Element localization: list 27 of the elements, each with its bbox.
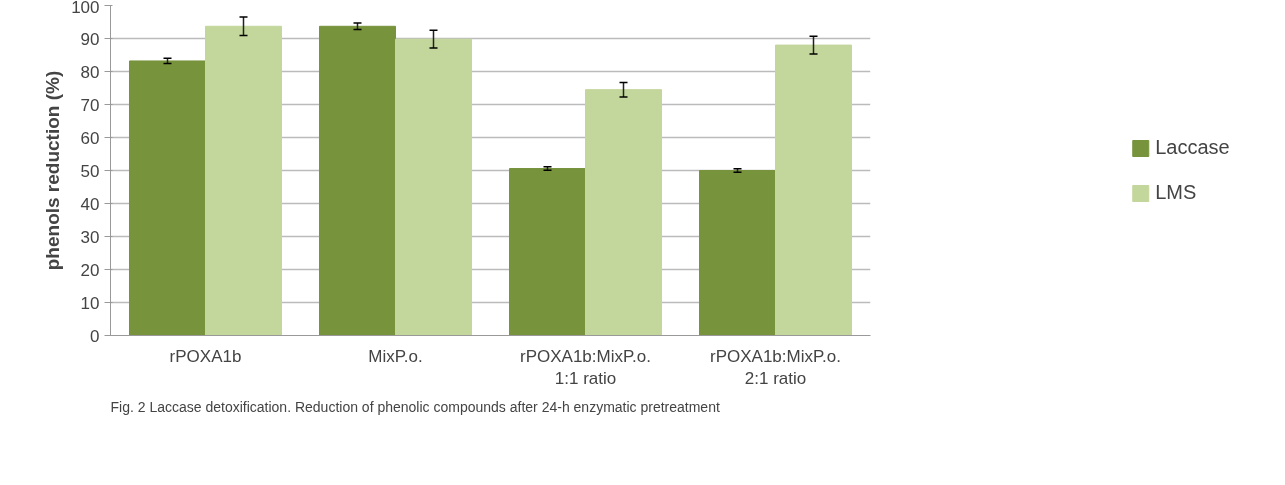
y-tick-label: 30	[80, 227, 100, 247]
caption: Fig. 2 Laccase detoxification. Reduction of phenolic compounds after 24-h enzymatic pretreatment	[110, 398, 720, 415]
x-tick-label: rPOXA1b:MixP.o. 1:1 ratio	[519, 346, 652, 389]
bar	[775, 44, 852, 336]
bar	[205, 25, 282, 336]
bar	[395, 38, 472, 336]
legend-label: Laccase	[1155, 136, 1230, 159]
y-tick-label: 0	[90, 326, 100, 346]
y-tick-label: 60	[80, 128, 100, 148]
y-tick-label: 50	[80, 161, 100, 181]
y-tick-label: 20	[80, 260, 100, 280]
x-tick-label: MixP.o.	[368, 346, 423, 366]
bar	[585, 89, 662, 336]
bar	[509, 168, 586, 336]
x-tick-label: rPOXA1b	[169, 346, 242, 366]
y-tick-label: 80	[80, 62, 100, 82]
y-tick-label: 90	[80, 29, 100, 49]
bar	[319, 25, 396, 336]
bar	[129, 60, 206, 336]
bar	[699, 170, 776, 336]
y-tick-label: 10	[80, 293, 100, 313]
y-tick-label: 40	[80, 194, 100, 214]
legend-label: LMS	[1155, 181, 1197, 204]
y-axis-title: phenols reduction (%)	[42, 70, 64, 271]
y-tick-label: 70	[80, 95, 100, 115]
x-tick-label: rPOXA1b:MixP.o. 2:1 ratio	[709, 346, 842, 389]
y-tick-label: 100	[71, 0, 100, 17]
